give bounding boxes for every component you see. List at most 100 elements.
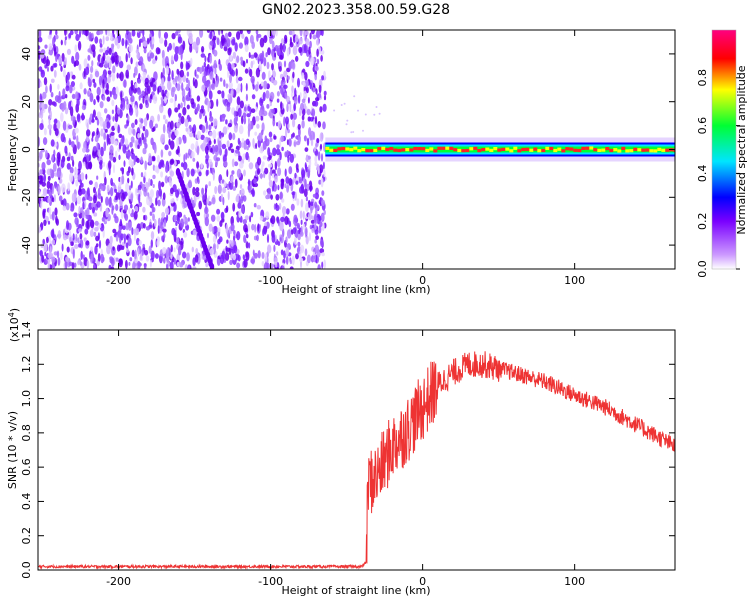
noise-blob — [253, 178, 257, 185]
noise-blob — [49, 128, 52, 136]
noise-blob — [310, 30, 315, 35]
noise-blob — [54, 207, 58, 216]
noise-blob — [92, 78, 96, 83]
noise-blob — [269, 91, 275, 101]
noise-blob — [286, 184, 290, 193]
noise-blob — [201, 46, 205, 53]
noise-blob — [304, 248, 308, 256]
noise-blob — [160, 77, 165, 86]
noise-blob — [84, 228, 89, 235]
noise-blob — [322, 103, 327, 112]
noise-blob — [256, 123, 260, 129]
noise-blob — [228, 81, 233, 89]
noise-blob — [108, 160, 112, 170]
noise-blob — [133, 156, 136, 166]
noise-blob — [319, 221, 323, 228]
noise-blob — [319, 143, 323, 150]
noise-blob — [308, 232, 311, 242]
noise-blob — [248, 242, 251, 249]
noise-blob — [253, 252, 258, 259]
noise-blob — [118, 60, 124, 69]
noise-blob — [274, 160, 278, 171]
noise-blob — [158, 161, 162, 169]
x-tick-label: -100 — [258, 575, 283, 588]
noise-blob — [92, 206, 95, 214]
noise-blob — [272, 118, 276, 127]
noise-blob — [115, 55, 118, 65]
noise-blob — [113, 93, 118, 100]
noise-blob — [228, 132, 233, 141]
noise-blob — [293, 141, 296, 147]
noise-blob — [238, 76, 243, 82]
noise-blob — [245, 138, 250, 145]
noise-blob — [168, 150, 172, 157]
noise-blob — [102, 95, 106, 101]
y-tick-label: 1.4 — [20, 321, 33, 339]
noise-blob — [306, 137, 310, 146]
noise-blob — [236, 31, 241, 40]
noise-blob — [251, 187, 255, 198]
colorbar-ticks: 0.0 0.2 0.4 0.6 0.8 — [696, 69, 740, 278]
noise-blob — [120, 167, 124, 172]
noise-blob — [165, 164, 169, 173]
noise-blob — [258, 132, 263, 142]
noise-blob — [187, 188, 191, 193]
signal-core-segment — [621, 146, 626, 150]
noise-blob — [46, 180, 51, 190]
colorbar-frame — [711, 29, 737, 270]
noise-blob — [51, 256, 56, 264]
noise-blob — [301, 72, 305, 80]
noise-blob — [105, 55, 111, 63]
noise-blob — [218, 130, 222, 139]
noise-blob — [290, 133, 293, 140]
noise-blob — [307, 169, 311, 179]
noise-blob — [298, 176, 302, 182]
noise-blob — [39, 250, 43, 257]
noise-blob — [246, 58, 248, 64]
noise-blob — [96, 127, 99, 136]
noise-blob — [265, 211, 270, 219]
noise-blob — [201, 65, 205, 73]
noise-blob — [122, 233, 126, 239]
noise-blob — [78, 205, 81, 215]
noise-blob — [83, 88, 87, 95]
noise-blob — [309, 32, 312, 40]
signal-core-segment — [409, 148, 414, 152]
noise-blob — [205, 262, 209, 268]
signal-core-segment — [413, 146, 418, 151]
noise-blob — [277, 184, 280, 191]
noise-blob — [112, 65, 116, 74]
noise-blob — [276, 144, 280, 149]
noise-blob — [232, 51, 237, 59]
noise-blob — [201, 187, 205, 195]
noise-blob — [219, 63, 222, 71]
noise-blob — [127, 114, 130, 122]
noise-blob — [74, 127, 79, 134]
noise-blob — [243, 223, 248, 233]
noise-blob — [188, 32, 193, 40]
noise-blob — [293, 103, 296, 112]
noise-blob — [180, 102, 183, 109]
noise-blob — [113, 140, 118, 146]
noise-blob — [271, 108, 275, 114]
noise-blob — [160, 217, 164, 226]
noise-blob — [78, 243, 82, 248]
noise-blob — [186, 83, 189, 92]
noise-blob — [38, 175, 43, 180]
noise-blob — [110, 32, 113, 41]
noise-blob — [231, 158, 235, 168]
noise-blob — [142, 147, 147, 155]
noise-blob — [96, 142, 99, 151]
noise-blob — [72, 233, 75, 241]
noise-blob — [57, 84, 60, 90]
noise-blob — [272, 147, 277, 157]
noise-blob — [225, 119, 228, 125]
noise-blob — [55, 34, 59, 40]
noise-blob — [303, 90, 308, 100]
noise-blob — [152, 174, 156, 180]
noise-blob — [256, 33, 259, 42]
colorbar-tick-label: 0.8 — [696, 69, 709, 87]
noise-blob — [227, 190, 230, 201]
noise-blob — [270, 194, 273, 200]
noise-blob — [312, 251, 315, 256]
